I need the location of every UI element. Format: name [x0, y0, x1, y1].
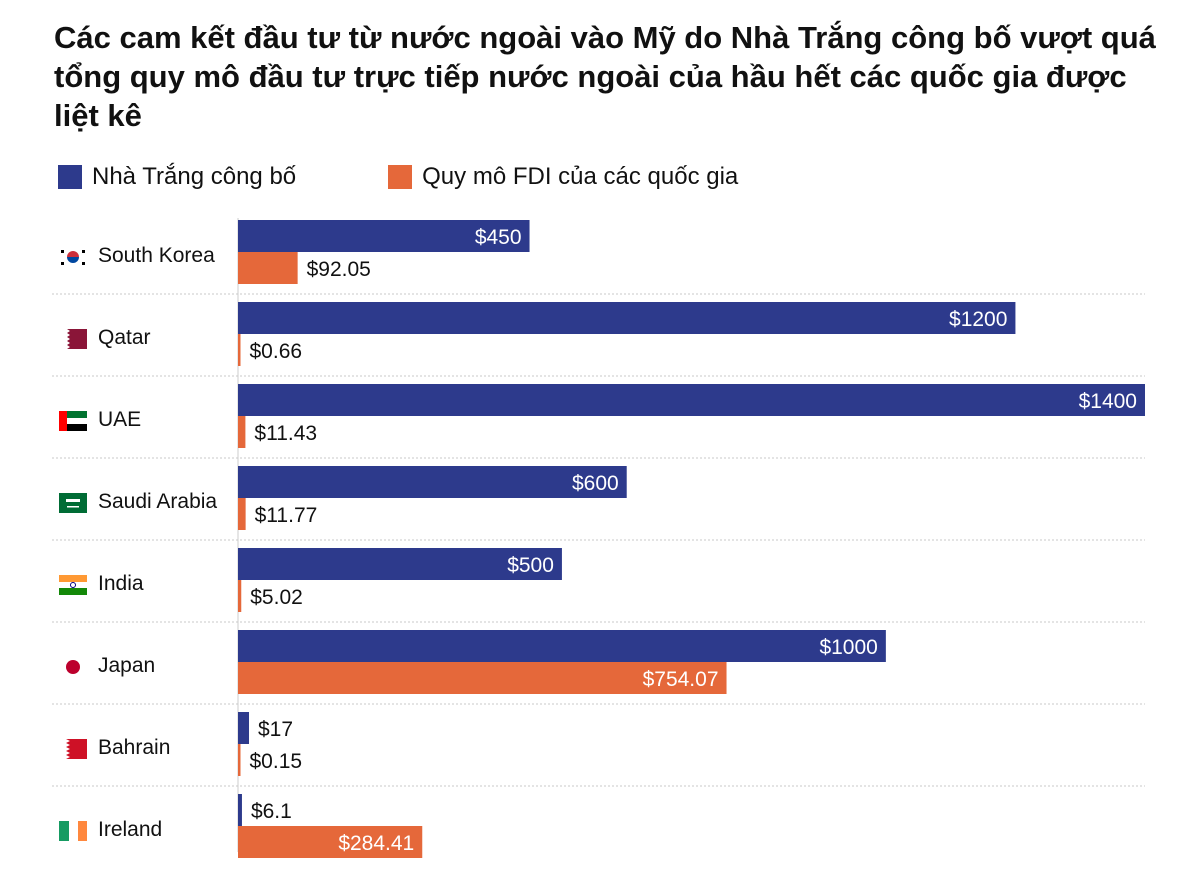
saudi-flag-icon	[59, 493, 87, 513]
legend-item-fdi: Quy mô FDI của các quốc gia	[388, 163, 738, 191]
category-label-uae: UAE	[98, 408, 141, 431]
korea-flag-icon	[59, 247, 87, 267]
category-label-saudi-arabia: Saudi Arabia	[98, 490, 217, 513]
bar-announced-bahrain	[238, 712, 250, 744]
data-label-fdi-uae: $11.43	[254, 422, 317, 445]
bar-announced-india	[238, 548, 562, 580]
data-label-announced-saudi-arabia: $600	[572, 472, 619, 495]
data-label-fdi-india: $5.02	[250, 586, 303, 609]
legend-label-white-house: Nhà Trắng công bố	[92, 163, 297, 190]
data-label-fdi-ireland: $284.41	[338, 832, 414, 855]
bar-announced-qatar	[238, 302, 1016, 334]
india-flag-icon	[59, 575, 87, 595]
bar-fdi-ireland	[238, 826, 423, 858]
bar-fdi-uae	[238, 416, 246, 448]
data-label-fdi-saudi-arabia: $11.77	[255, 504, 318, 527]
legend-swatch-fdi	[388, 165, 413, 189]
data-label-announced-ireland: $6.1	[251, 800, 292, 823]
category-label-south-korea: South Korea	[98, 244, 215, 267]
data-label-announced-bahrain: $17	[258, 718, 293, 741]
japan-flag-icon	[59, 657, 87, 677]
legend-item-white-house: Nhà Trắng công bố	[58, 163, 296, 191]
bar-announced-ireland	[238, 794, 242, 826]
bar-announced-south-korea	[238, 220, 530, 252]
bar-announced-uae	[238, 384, 1145, 416]
data-label-announced-india: $500	[507, 554, 554, 577]
legend-label-fdi: Quy mô FDI của các quốc gia	[422, 163, 739, 190]
bar-fdi-saudi-arabia	[238, 498, 246, 530]
bahrain-flag-icon	[59, 739, 87, 759]
category-label-india: India	[98, 572, 144, 595]
data-label-fdi-qatar: $0.66	[250, 340, 303, 363]
data-label-fdi-japan: $754.07	[643, 668, 719, 691]
bar-announced-japan	[238, 630, 886, 662]
category-label-qatar: Qatar	[98, 326, 151, 349]
bar-fdi-india	[238, 580, 242, 612]
bar-fdi-bahrain	[238, 744, 241, 776]
data-label-fdi-bahrain: $0.15	[250, 750, 303, 773]
data-label-announced-south-korea: $450	[475, 226, 522, 249]
bar-fdi-qatar	[238, 334, 241, 366]
bar-announced-saudi-arabia	[238, 466, 627, 498]
bar-fdi-japan	[238, 662, 727, 694]
chart-title: Các cam kết đầu tư từ nước ngoài vào Mỹ …	[54, 20, 1156, 133]
bar-fdi-south-korea	[238, 252, 298, 284]
data-label-fdi-south-korea: $92.05	[307, 258, 371, 281]
data-label-announced-uae: $1400	[1079, 390, 1137, 413]
qatar-flag-icon	[59, 329, 87, 349]
ireland-flag-icon	[59, 821, 87, 841]
uae-flag-icon	[59, 411, 87, 431]
data-label-announced-japan: $1000	[819, 636, 877, 659]
category-label-ireland: Ireland	[98, 818, 162, 841]
data-label-announced-qatar: $1200	[949, 308, 1007, 331]
legend: Nhà Trắng công bố Quy mô FDI của các quố…	[58, 162, 830, 192]
category-label-japan: Japan	[98, 654, 155, 677]
legend-swatch-white-house	[58, 165, 82, 189]
category-label-bahrain: Bahrain	[98, 736, 170, 759]
